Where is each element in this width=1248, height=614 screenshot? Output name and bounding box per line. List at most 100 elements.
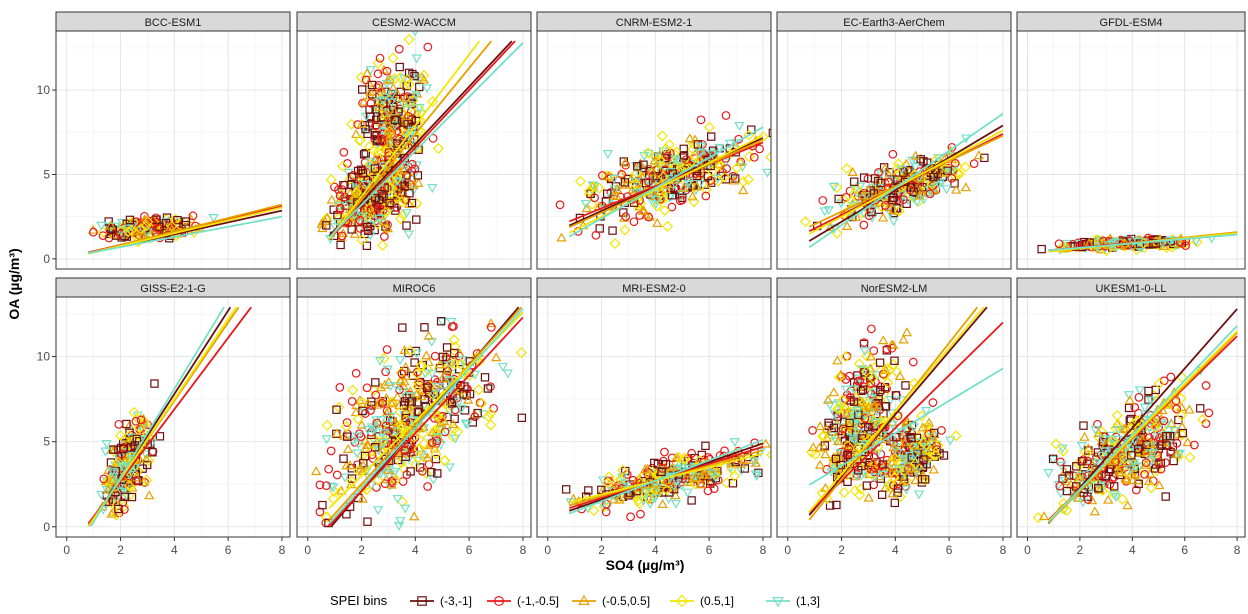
legend-marker-key	[675, 594, 689, 608]
data-point	[654, 154, 666, 166]
data-point	[317, 223, 328, 233]
data-point	[349, 228, 361, 238]
data-point	[1145, 396, 1157, 406]
data-point	[899, 437, 911, 447]
data-point	[945, 436, 956, 446]
data-point	[361, 180, 372, 190]
y-tick-label: 10	[37, 83, 51, 97]
data-point	[875, 169, 887, 179]
data-point	[1060, 476, 1071, 486]
data-point	[1077, 498, 1089, 508]
data-point	[370, 164, 380, 173]
data-point	[853, 376, 863, 386]
facet-panels: BCC-ESM1 CESM2-WACCM CNRM-ESM2-1 EC-Earth3-…	[55, 11, 1246, 538]
data-point	[328, 483, 339, 493]
x-tick-label: 0	[544, 543, 551, 557]
data-point	[892, 449, 903, 459]
data-point	[129, 226, 141, 236]
data-point	[1043, 469, 1054, 479]
data-point	[691, 181, 702, 191]
data-point	[1106, 435, 1118, 445]
data-point	[608, 226, 617, 235]
data-point	[379, 232, 389, 241]
data-point	[665, 167, 676, 177]
data-point	[485, 318, 497, 328]
data-point	[1083, 495, 1093, 504]
data-point	[614, 494, 625, 504]
data-point	[394, 356, 406, 366]
data-point	[394, 44, 404, 54]
data-point	[876, 178, 885, 188]
data-point	[497, 362, 509, 372]
fit-line	[88, 206, 283, 255]
data-point	[584, 486, 593, 495]
data-point	[841, 220, 853, 230]
data-point	[660, 447, 669, 457]
data-point	[832, 500, 841, 510]
data-point	[448, 419, 459, 429]
data-point	[1064, 471, 1074, 480]
data-point	[361, 75, 371, 85]
data-point	[632, 494, 644, 506]
data-point	[119, 444, 128, 454]
data-point	[443, 366, 453, 376]
data-point	[375, 53, 385, 63]
data-point	[1113, 425, 1124, 435]
data-point	[841, 192, 851, 202]
x-tick-label: 4	[652, 543, 659, 557]
facet-title: UKESM1-0-LL	[1096, 283, 1167, 295]
data-point	[401, 74, 413, 86]
data-point	[888, 149, 898, 159]
scatter-points	[806, 324, 962, 510]
data-point	[432, 436, 442, 446]
data-point	[460, 419, 471, 429]
data-point	[665, 488, 674, 497]
data-point	[735, 156, 746, 166]
data-point	[707, 132, 716, 141]
x-tick-label: 4	[171, 543, 178, 557]
data-point	[649, 478, 661, 488]
data-point	[877, 470, 888, 480]
data-point	[366, 423, 377, 433]
data-point	[726, 458, 737, 468]
data-point	[1089, 506, 1101, 516]
data-point	[667, 202, 677, 212]
data-point	[310, 466, 322, 476]
data-point	[1204, 408, 1214, 418]
data-point	[1105, 480, 1115, 489]
facet-strip	[296, 277, 532, 298]
data-point	[116, 487, 127, 497]
data-point	[340, 421, 352, 433]
fit-line	[90, 306, 225, 527]
data-point	[400, 445, 410, 455]
data-point	[363, 517, 372, 526]
data-point	[324, 464, 334, 474]
data-point	[315, 480, 325, 490]
data-point	[1096, 451, 1108, 461]
data-point	[749, 457, 760, 467]
data-point	[114, 504, 123, 514]
axes: 0 5 10 0 5 10 0 2 4 6 8 0 2 4 6 8 0 2 4 6 8 0 2 4 6 8 0 2 4 6 8	[37, 83, 1241, 557]
data-point	[1161, 492, 1170, 501]
data-point	[387, 476, 397, 486]
data-point	[414, 407, 424, 416]
data-point	[1098, 238, 1109, 248]
fit-line	[1047, 325, 1238, 523]
data-point	[1182, 437, 1193, 447]
data-point	[402, 171, 411, 180]
data-point	[762, 168, 771, 178]
fit-lines	[88, 203, 283, 255]
data-point	[453, 397, 465, 407]
data-point	[602, 476, 614, 489]
data-point	[110, 509, 122, 521]
data-point	[362, 425, 373, 435]
data-point	[858, 385, 868, 394]
data-point	[836, 460, 845, 470]
data-point	[433, 469, 442, 478]
data-point	[1147, 449, 1158, 459]
data-point	[315, 507, 325, 517]
data-point	[938, 167, 949, 177]
data-point	[411, 349, 422, 359]
data-point	[901, 381, 910, 390]
data-point	[696, 115, 706, 125]
